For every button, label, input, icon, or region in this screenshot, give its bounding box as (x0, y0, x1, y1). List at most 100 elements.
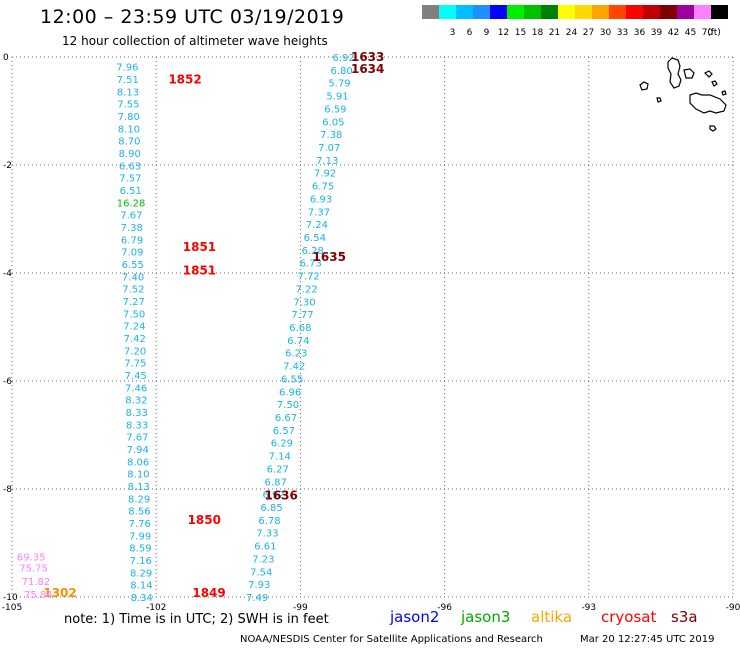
wave-height-value: 5.91 (326, 92, 348, 103)
wave-height-value: 8.32 (125, 396, 147, 407)
wave-height-value: 6.61 (254, 542, 276, 553)
wave-height-value: 7.72 (298, 272, 320, 283)
wave-height-value: 6.63 (119, 161, 141, 172)
legend-swatch (507, 5, 524, 19)
wave-height-value: 7.96 (116, 63, 138, 74)
wave-height-value: 6.27 (267, 464, 289, 475)
wave-height-value: 8.56 (128, 507, 150, 518)
wave-height-value: 6.68 (289, 323, 311, 334)
legend-label: 36 (634, 28, 646, 38)
wave-height-value: 7.09 (121, 248, 143, 259)
wave-height-value: 69.35 (17, 553, 46, 564)
legend-swatch (660, 5, 677, 19)
wave-height-value: 7.50 (277, 400, 299, 411)
wave-height-value: 8.90 (119, 149, 141, 160)
lon-tick-label: -102 (146, 603, 166, 613)
note-text: note: 1) Time is in UTC; 2) SWH is in fe… (64, 612, 329, 627)
satellite-cryosat: cryosat (601, 608, 657, 626)
wave-height-value: 7.57 (119, 174, 141, 185)
wave-height-value: 6.51 (120, 186, 142, 197)
lon-tick-label: -99 (293, 603, 308, 613)
wave-height-value: 7.13 (316, 156, 338, 167)
legend-label: 33 (617, 28, 628, 38)
footer-credit: NOAA/NESDIS Center for Satellite Applica… (240, 634, 543, 645)
legend-label: 9 (484, 28, 490, 38)
wave-height-value: 7.42 (283, 362, 305, 373)
satellite-s3a: s3a (671, 608, 698, 626)
wave-height-value: 6.79 (121, 235, 143, 246)
wave-height-value: 6.28 (302, 246, 324, 257)
lat-tick-label: -4 (3, 269, 12, 279)
wave-height-value: 6.92 (333, 53, 355, 64)
pass-time-label: 1852 (168, 73, 201, 87)
wave-height-value: 75.75 (19, 563, 48, 574)
wave-height-value: 6.85 (260, 503, 282, 514)
wave-height-value: 7.51 (117, 75, 139, 86)
wave-height-value: 7.50 (123, 309, 145, 320)
wave-height-value: 6.67 (275, 413, 297, 424)
pass-time-label: 1850 (188, 513, 221, 527)
pass-time-label: 1849 (192, 586, 225, 600)
wave-height-value: 7.38 (320, 130, 342, 141)
wave-height-value: 6.55 (281, 374, 303, 385)
wave-height-value: 6.73 (300, 259, 322, 270)
wave-height-value: 71.82 (22, 577, 51, 588)
wave-height-value: 75.84 (24, 590, 53, 601)
coastline (639, 57, 727, 132)
wave-height-value: 6.54 (304, 233, 326, 244)
wave-height-value: 8.10 (127, 470, 149, 481)
legend-label: 70 (702, 28, 714, 38)
pass-time-label: 1633 (351, 50, 384, 64)
legend-unit: (ft) (707, 28, 721, 38)
pass-time-label: 1634 (351, 62, 384, 76)
wave-height-value: 6.93 (310, 194, 332, 205)
wave-height-value: 6.29 (271, 439, 293, 450)
pass-time-label: 1851 (183, 240, 216, 254)
color-legend: 3 6 9 12 15 18 21 24 27 30 33 36 39 42 45 70(ft) (422, 5, 728, 38)
wave-height-value: 7.42 (124, 334, 146, 345)
wave-height-value: 7.49 (246, 593, 268, 604)
legend-label: 39 (651, 28, 663, 38)
legend-swatch (592, 5, 609, 19)
legend-label: 15 (515, 28, 526, 38)
legend-label: 42 (668, 28, 679, 38)
legend-swatch (626, 5, 643, 19)
altimeter-map[interactable]: 0 -2 -4 -6 -8 -10-105 -102 -99 -96 -93 -90 7.967.51… (0, 0, 740, 620)
wave-height-value: 6.57 (273, 426, 295, 437)
legend-swatch (439, 5, 456, 19)
satellite-jason2: jason2 (390, 608, 440, 626)
legend-swatch (541, 5, 558, 19)
legend-label: 3 (450, 28, 456, 38)
legend-swatch (609, 5, 626, 19)
wave-height-value: 7.76 (129, 519, 151, 530)
legend-swatch (558, 5, 575, 19)
lon-tick-label: -96 (437, 603, 452, 613)
wave-height-value: 7.37 (308, 207, 330, 218)
wave-height-value: 7.67 (120, 211, 142, 222)
wave-height-value: 16.28 (117, 198, 146, 209)
wave-height-value: 7.46 (125, 383, 147, 394)
wave-height-value: 8.59 (129, 544, 151, 555)
legend-swatch (490, 5, 507, 19)
wave-height-value: 8.14 (130, 581, 152, 592)
legend-label: 6 (467, 28, 473, 38)
page-title: 12:00 – 23:59 UTC 03/19/2019 (40, 6, 345, 28)
legend-swatch (422, 5, 439, 19)
legend-label: 45 (685, 28, 696, 38)
wave-height-value: 7.92 (314, 169, 336, 180)
legend-swatch (711, 5, 728, 19)
wave-height-value: 7.77 (291, 310, 313, 321)
legend-swatch (524, 5, 541, 19)
wave-height-value: 7.40 (122, 272, 144, 283)
wave-height-value: 6.05 (322, 117, 344, 128)
wave-height-value: 7.23 (252, 554, 274, 565)
wave-height-value: 8.29 (130, 568, 152, 579)
wave-height-value: 7.24 (306, 220, 328, 231)
wave-height-value: 7.45 (125, 371, 147, 382)
page-subtitle: 12 hour collection of altimeter wave hei… (62, 34, 328, 48)
wave-height-value: 5.79 (328, 79, 350, 90)
legend-swatch (643, 5, 660, 19)
wave-height-value: 7.22 (295, 284, 317, 295)
lat-tick-label: -8 (3, 485, 12, 495)
